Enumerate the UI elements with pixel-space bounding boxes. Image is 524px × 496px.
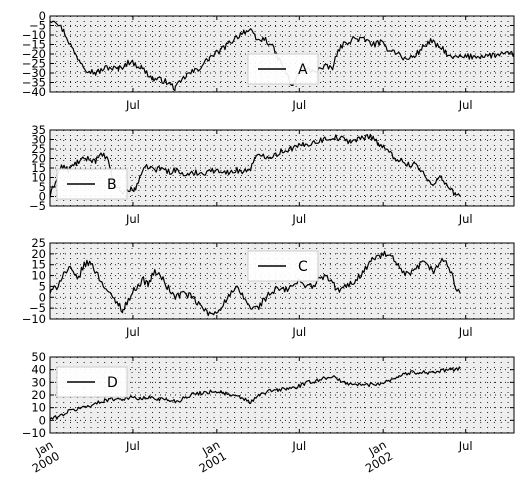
y-tick-label: 15: [31, 161, 46, 175]
y-tick-label: 15: [31, 258, 46, 272]
plot-frame: [49, 242, 515, 320]
series-line-D: [49, 366, 461, 420]
x-tick-label: Jul: [458, 325, 473, 339]
x-tick-label: Jul: [458, 439, 473, 453]
series-line-C: [49, 250, 461, 317]
y-tick-label: 30: [31, 375, 46, 389]
y-tick-label: 0: [39, 290, 46, 304]
x-tick-label: Jul: [291, 325, 306, 339]
y-tick-label: 10: [31, 171, 46, 185]
y-tick-label: 50: [31, 350, 46, 364]
y-tick-label: 25: [31, 142, 46, 156]
y-tick-label: 20: [31, 247, 46, 261]
y-tick-label: 0: [39, 9, 46, 23]
y-tick-label: 20: [31, 152, 46, 166]
x-tick-label: Jul: [125, 439, 140, 453]
y-tick-label: −10: [22, 312, 46, 326]
legend: A: [247, 53, 319, 85]
legend-label: B: [107, 177, 117, 193]
y-tick-label: −35: [22, 76, 46, 90]
subplot-A: 0−5−10−15−20−25−30−35−40 Jul Jul Jul A: [22, 9, 515, 112]
legend-label: C: [298, 259, 308, 275]
y-tick-label: −10: [22, 426, 46, 440]
y-tick-label: −5: [29, 19, 46, 33]
series-line-A: [49, 20, 515, 92]
y-tick-label: −20: [22, 47, 46, 61]
legend: C: [247, 250, 319, 282]
y-tick-label: −30: [22, 66, 46, 80]
y-tick-label: −5: [29, 199, 46, 213]
x-tick-label: Jul: [458, 212, 473, 226]
y-tick-label: 10: [31, 401, 46, 415]
x-tick-label: Jul: [125, 98, 140, 112]
x-tick-label: Jul: [291, 439, 306, 453]
y-tick-label: 5: [39, 180, 46, 194]
x-tick-label: Jul: [291, 212, 306, 226]
y-tick-label: 10: [31, 269, 46, 283]
y-tick-label: −10: [22, 28, 46, 42]
x-tick-label: Jul: [125, 325, 140, 339]
x-tick-label: Jul: [125, 212, 140, 226]
legend-label: D: [107, 375, 118, 391]
y-tick-label: 35: [31, 123, 46, 137]
y-tick-label: −40: [22, 85, 46, 99]
y-tick-label: 0: [39, 190, 46, 204]
legend: B: [56, 168, 128, 200]
y-tick-label: 30: [31, 133, 46, 147]
y-tick-label: −25: [22, 57, 46, 71]
y-tick-label: 0: [39, 413, 46, 427]
legend: D: [56, 366, 128, 398]
y-tick-label: 25: [31, 236, 46, 250]
x-tick-label: Jul: [458, 98, 473, 112]
y-tick-label: 20: [31, 388, 46, 402]
y-tick-label: 5: [39, 279, 46, 293]
y-tick-label: −15: [22, 38, 46, 52]
x-tick-label: Jan2000: [23, 437, 62, 475]
legend-label: A: [298, 62, 308, 78]
x-tick-label: Jan2002: [356, 437, 395, 475]
x-tick-label: Jan2001: [190, 437, 229, 475]
y-tick-label: −5: [29, 301, 46, 315]
x-tick-label: Jul: [291, 98, 306, 112]
y-tick-label: 40: [31, 363, 46, 377]
